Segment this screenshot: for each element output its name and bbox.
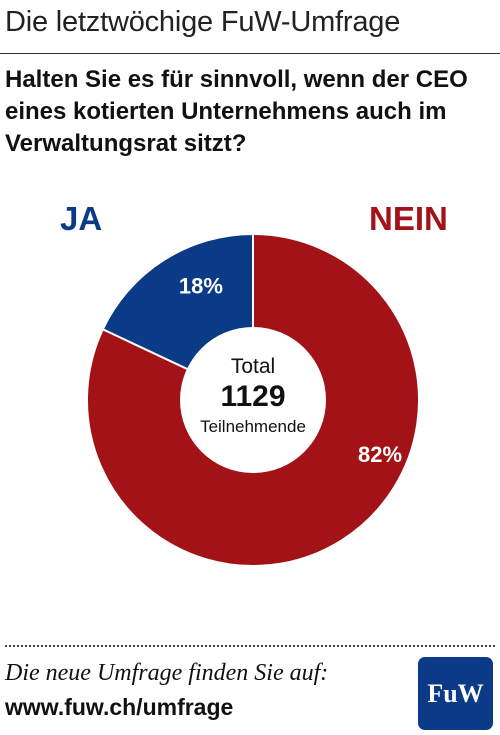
donut-hole — [180, 327, 326, 473]
center-participants-label: Teilnehmende — [200, 417, 306, 436]
footer-url-link[interactable]: www.fuw.ch/umfrage — [5, 694, 234, 720]
center-total-value: 1129 — [220, 380, 285, 413]
fuw-logo[interactable]: FuW — [418, 657, 493, 730]
legend-nein: NEIN — [369, 200, 448, 237]
survey-question: Halten Sie es für sinnvoll, wenn der CEO… — [5, 66, 468, 157]
footer-cta: Die neue Umfrage finden Sie auf: — [5, 660, 329, 686]
slice-label-nein: 82% — [358, 442, 402, 467]
slice-label-ja: 18% — [179, 273, 223, 298]
legend-ja: JA — [60, 200, 103, 237]
donut-chart: Total 1129 Teilnehmende 18% 82% — [86, 232, 420, 567]
center-total-label: Total — [231, 355, 275, 378]
slice-labels: 18% 82% — [179, 273, 402, 467]
header-divider — [0, 53, 500, 54]
page-title: Die letztwöchige FuW-Umfrage — [5, 6, 401, 38]
footer-divider — [5, 645, 495, 647]
